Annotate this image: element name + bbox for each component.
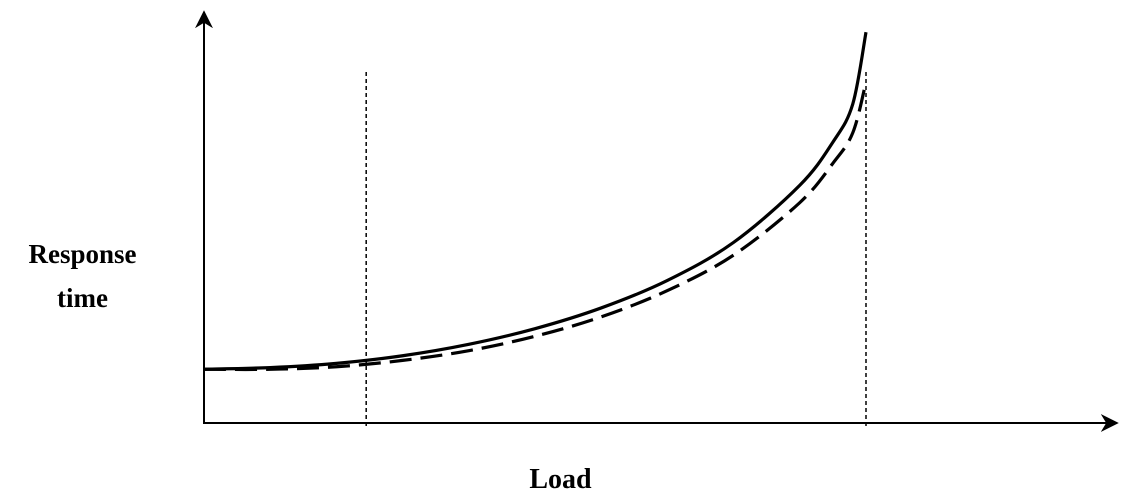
y-axis-label: Response time	[0, 232, 165, 320]
series-line-solid	[203, 31, 868, 371]
series-group	[203, 31, 868, 372]
reference-lines	[365, 72, 867, 428]
y-axis-label-line2: time	[57, 283, 108, 313]
series-line-dashed	[203, 81, 868, 372]
y-axis-label-line1: Response	[28, 239, 137, 269]
x-axis-label: Load	[529, 464, 592, 495]
